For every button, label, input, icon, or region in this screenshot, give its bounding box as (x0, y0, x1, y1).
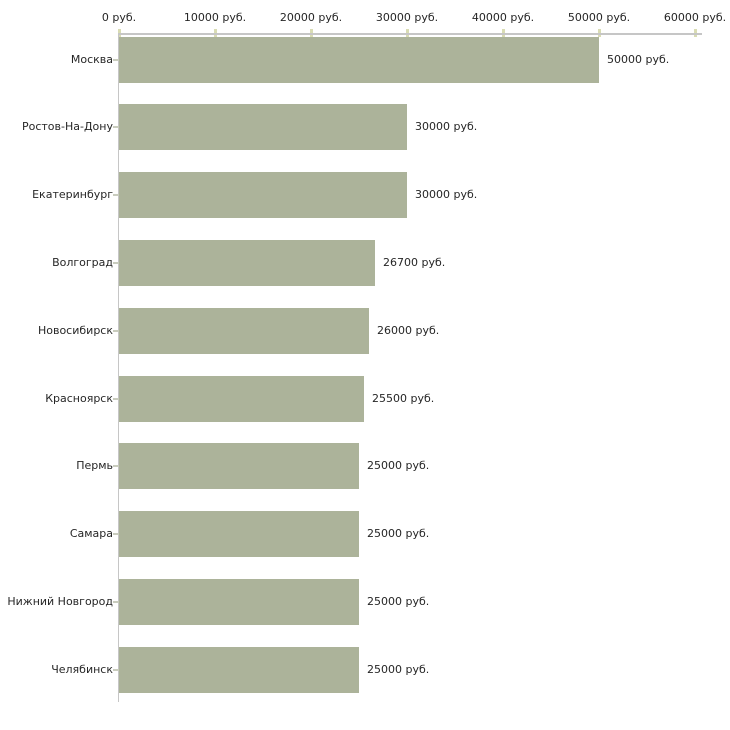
category-label: Пермь (76, 459, 113, 473)
bar-value-label: 25000 руб. (367, 527, 430, 541)
bar-value-label: 25000 руб. (367, 662, 430, 676)
bar-value-label: 26700 руб. (383, 255, 446, 269)
bar (119, 104, 407, 151)
y-axis-tick-mark (113, 465, 119, 468)
category-label: Нижний Новгород (7, 594, 113, 608)
bar (119, 443, 359, 490)
x-axis-tick-label: 10000 руб. (183, 11, 247, 24)
x-axis-tick-label: 30000 руб. (375, 11, 439, 24)
category-label: Екатеринбург (32, 188, 113, 202)
x-axis-tick-label: 0 руб. (101, 11, 137, 24)
x-axis-tick-label: 60000 руб. (663, 11, 727, 24)
bar-value-label: 50000 руб. (607, 52, 670, 66)
y-axis-tick-mark (113, 261, 119, 264)
y-axis-tick-mark (113, 668, 119, 671)
bar-value-label: 30000 руб. (415, 188, 478, 202)
category-label: Ростов-На-Дону (21, 120, 113, 134)
bar-value-label: 30000 руб. (415, 120, 478, 134)
y-axis-line (118, 33, 119, 702)
bar-value-label: 25500 руб. (372, 391, 435, 405)
x-axis-tick-label: 40000 руб. (471, 11, 535, 24)
bar (119, 172, 407, 219)
y-axis-tick-mark (113, 600, 119, 603)
bar-value-label: 25000 руб. (367, 594, 430, 608)
y-axis-tick-mark (113, 397, 119, 400)
x-axis-tick-label: 50000 руб. (567, 11, 631, 24)
category-label: Волгоград (52, 255, 113, 269)
bar (119, 307, 369, 354)
category-label: Челябинск (51, 662, 113, 676)
bar (119, 646, 359, 693)
y-axis-tick-mark (113, 533, 119, 536)
category-label: Самара (69, 527, 113, 541)
bar (119, 578, 359, 625)
y-axis-tick-mark (113, 58, 119, 61)
category-label: Новосибирск (37, 323, 113, 337)
y-axis-tick-mark (113, 329, 119, 332)
x-axis-tick-label: 20000 руб. (279, 11, 343, 24)
bar (119, 239, 375, 286)
x-axis-line (118, 33, 702, 35)
bar-value-label: 26000 руб. (377, 323, 440, 337)
y-axis-tick-mark (113, 194, 119, 197)
bar (119, 511, 359, 558)
bar (119, 36, 599, 83)
y-axis-tick-mark (113, 126, 119, 129)
bar (119, 375, 364, 422)
category-label: Красноярск (45, 391, 113, 405)
category-label: Москва (70, 52, 113, 66)
bar-value-label: 25000 руб. (367, 459, 430, 473)
